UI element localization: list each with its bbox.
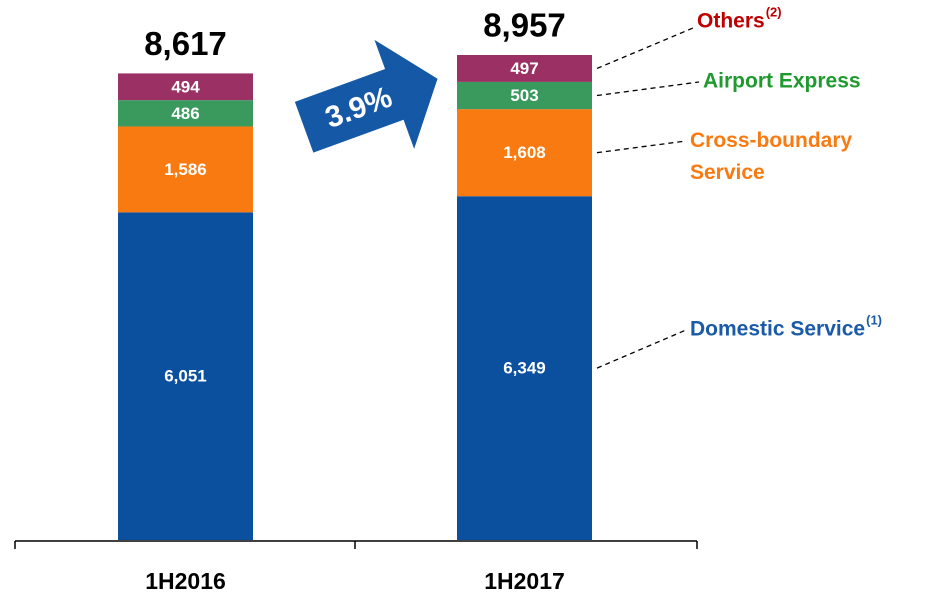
value-label: 6,051 (164, 367, 207, 386)
legend-entry: Airport Express (703, 70, 861, 93)
bar-segment (457, 81, 592, 110)
legend-footnote: (2) (766, 4, 782, 19)
bar-segment (118, 126, 253, 213)
bar-segment (457, 55, 592, 82)
value-label: 1,608 (503, 143, 546, 162)
bar-segment (457, 196, 592, 540)
bar-segment (457, 109, 592, 197)
arrow-shape (294, 39, 438, 153)
leader-line (596, 329, 687, 369)
legend-label: Domestic Service (690, 318, 865, 341)
legend-entry: Domestic Service (1) (690, 312, 882, 340)
legend-label: Cross-boundary Service (690, 129, 858, 184)
leader-line (596, 81, 700, 97)
value-label: 486 (171, 104, 199, 123)
x-tick-label: 1H2017 (484, 568, 565, 594)
legend-label: Others (697, 10, 765, 33)
growth-arrow: 3.9% (294, 39, 438, 153)
legend-entry: Others (2) (697, 4, 782, 32)
legend-label: Airport Express (703, 70, 861, 93)
legend-entry: Cross-boundary Service (690, 129, 858, 184)
total-label: 8,957 (483, 7, 566, 44)
value-label: 6,349 (503, 359, 546, 378)
bar-segment (118, 100, 253, 127)
value-label: 497 (510, 59, 538, 78)
legend-line: Cross-boundary (690, 129, 858, 152)
bar-segment (118, 73, 253, 101)
legend-line: Service (690, 161, 765, 184)
legend-footnote: (1) (866, 312, 882, 327)
leader-line (596, 27, 694, 70)
value-label: 1,586 (164, 160, 207, 179)
total-label: 8,617 (144, 25, 227, 62)
x-tick-label: 1H2016 (145, 568, 226, 594)
value-label: 503 (510, 86, 538, 105)
axis (14, 540, 698, 549)
bar-segment (118, 212, 253, 540)
leader-line (596, 140, 687, 154)
value-label: 494 (171, 77, 200, 96)
